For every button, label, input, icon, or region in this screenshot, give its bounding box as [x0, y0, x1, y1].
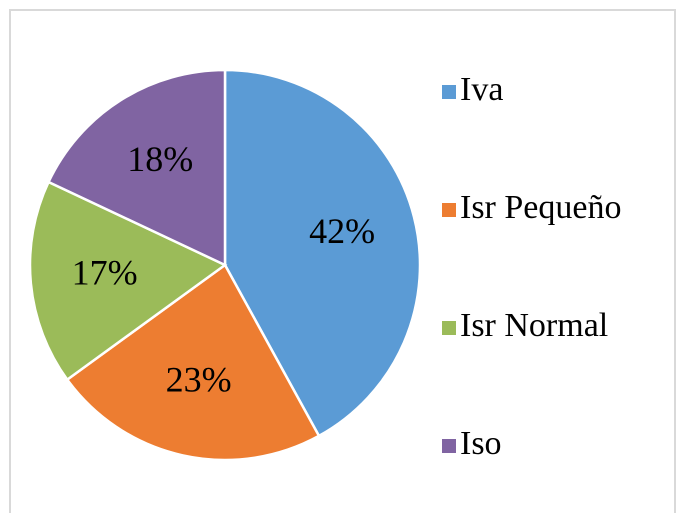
data-label: 23%	[166, 359, 232, 399]
legend-swatch	[442, 439, 456, 453]
data-label: 42%	[309, 211, 375, 251]
pie-slice	[65, 263, 321, 462]
legend-label: Iso	[460, 425, 502, 462]
pie-slice	[223, 68, 422, 438]
legend-label: Isr Pequeño	[460, 189, 621, 226]
pie-slice	[28, 180, 228, 382]
legend-swatch	[442, 203, 456, 217]
legend-label: Iva	[460, 71, 503, 108]
pie-slice	[46, 68, 227, 267]
legend-label: Isr Normal	[460, 307, 608, 344]
legend-swatch	[442, 85, 456, 99]
data-label: 18%	[127, 139, 193, 179]
legend-swatch	[442, 321, 456, 335]
data-label: 17%	[72, 253, 138, 293]
